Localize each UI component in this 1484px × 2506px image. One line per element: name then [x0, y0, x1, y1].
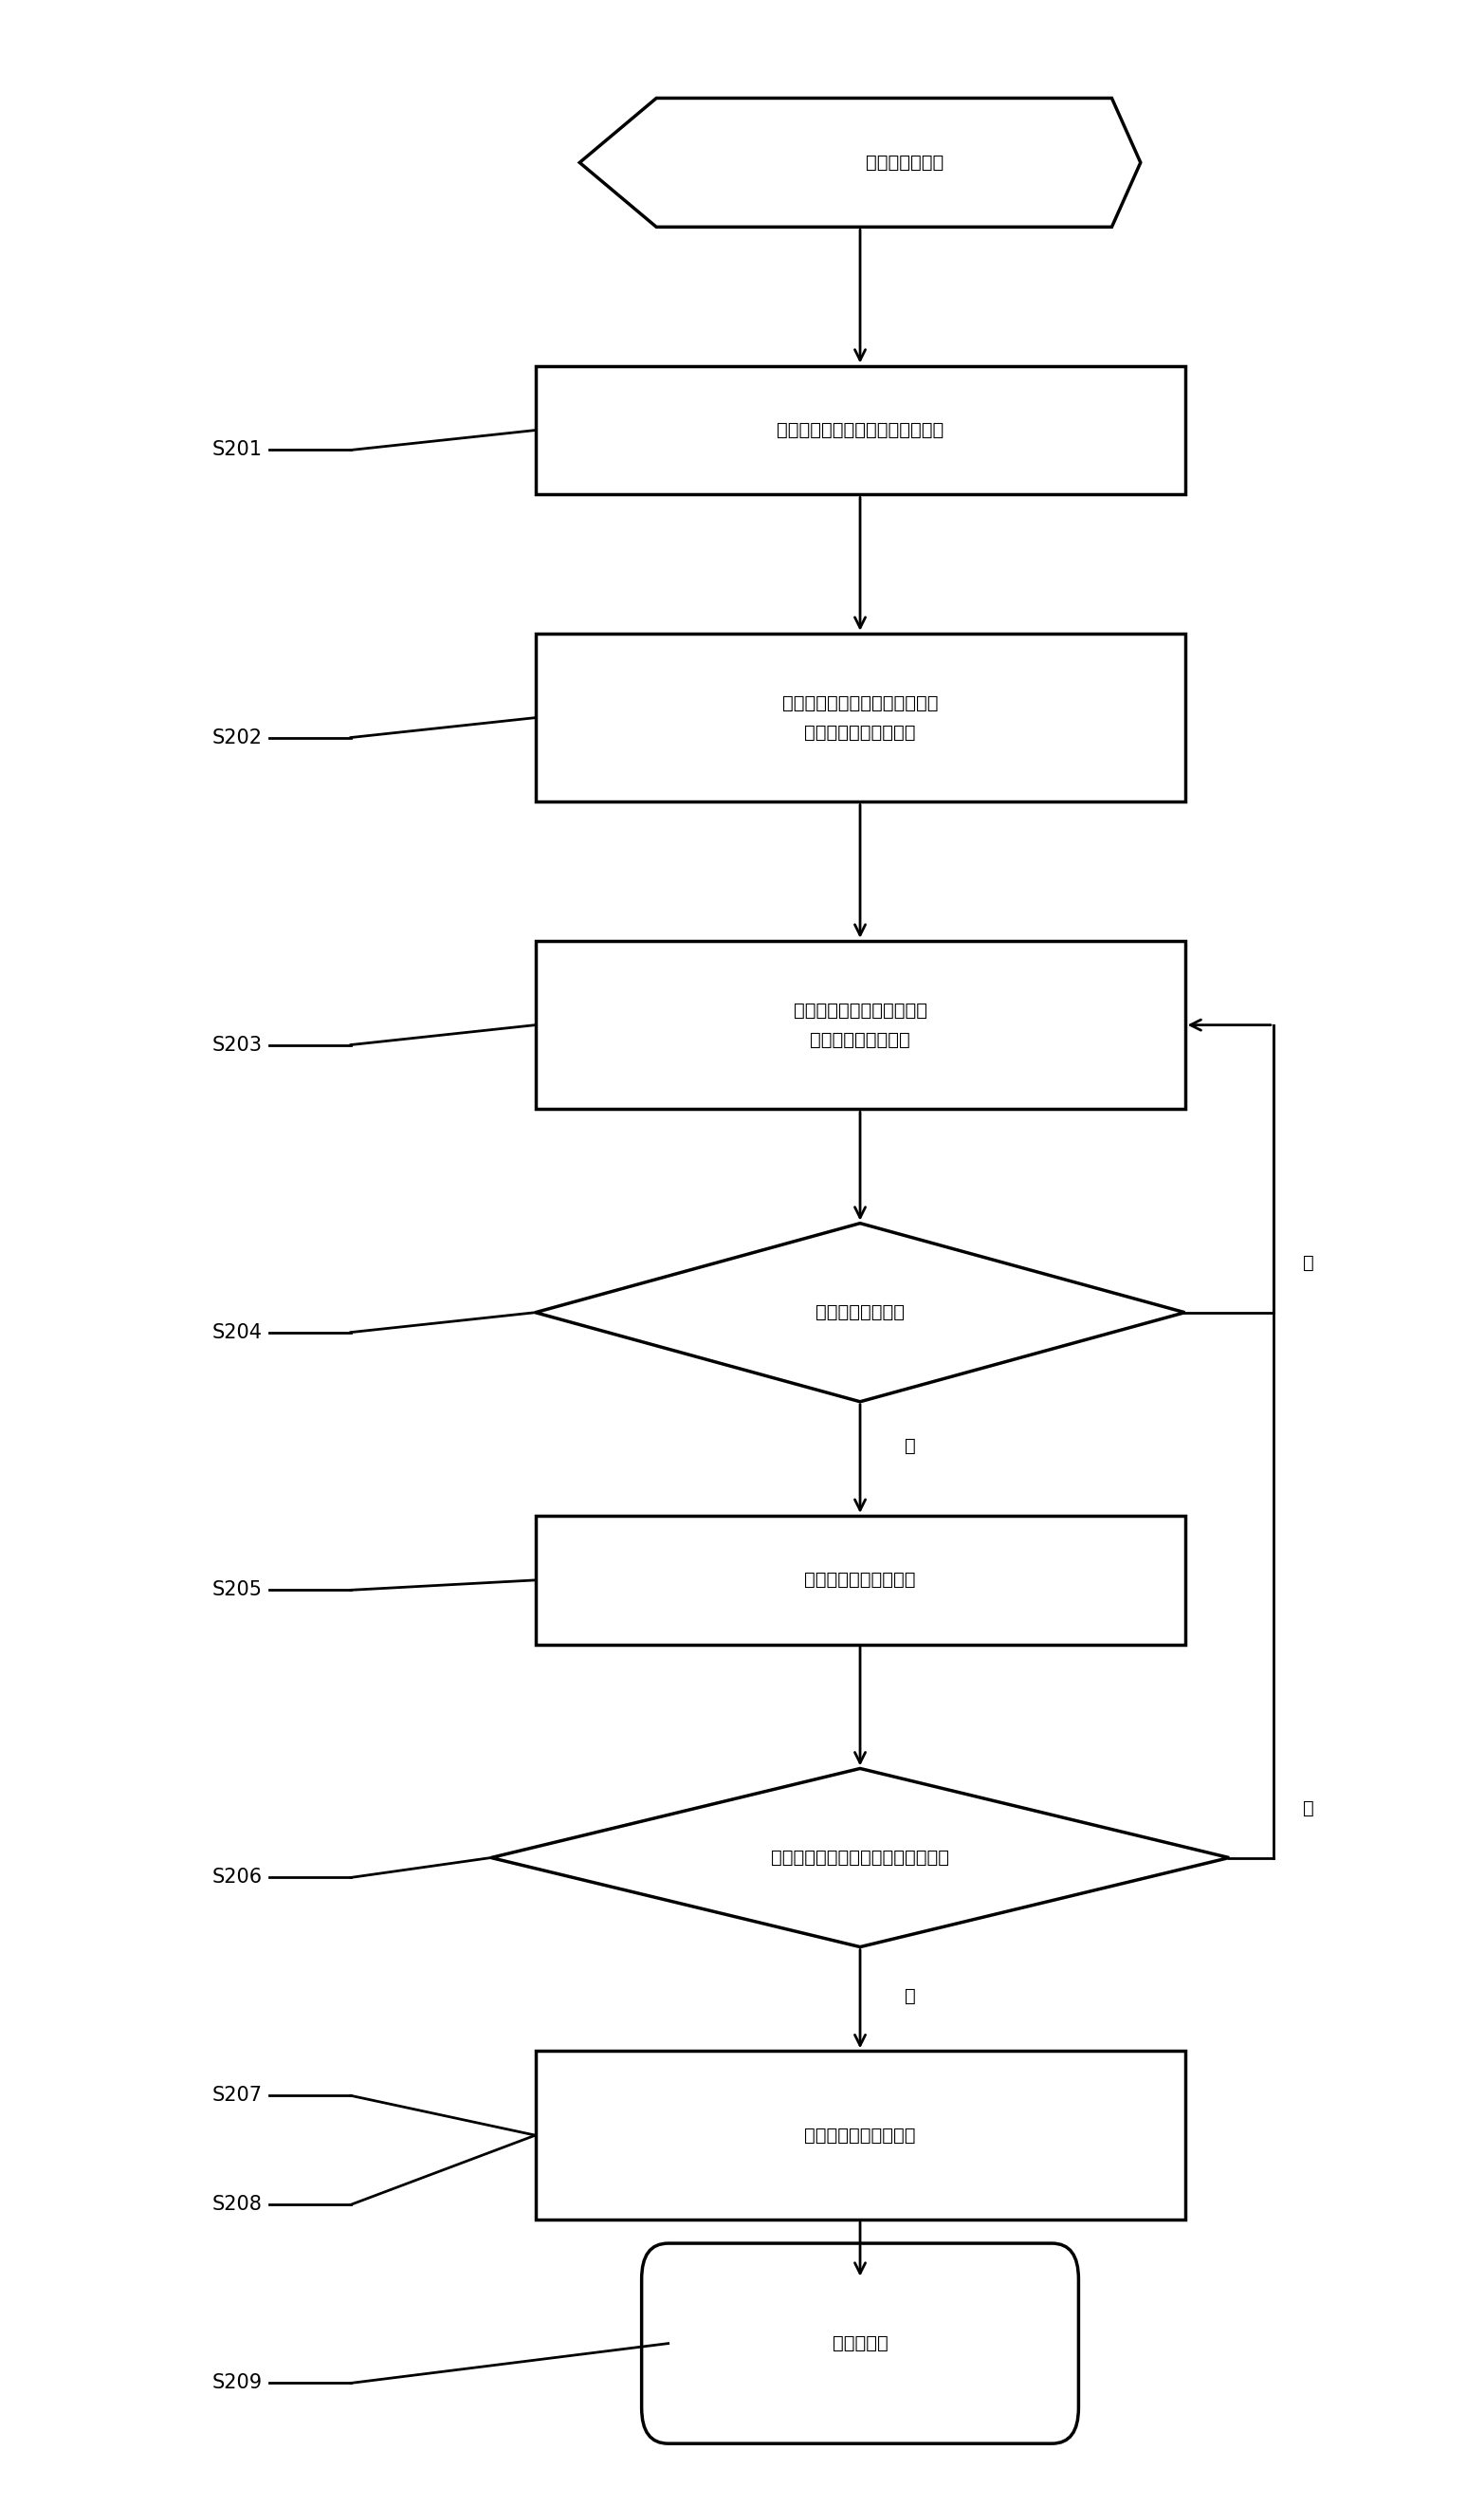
Text: S207: S207	[212, 2085, 263, 2105]
Text: 执行软件代码驱动闪存控制器，
从第一块数据开始读取: 执行软件代码驱动闪存控制器， 从第一块数据开始读取	[782, 694, 938, 742]
Text: 初始化结束: 初始化结束	[833, 2336, 887, 2353]
Text: 否: 否	[1303, 1799, 1313, 1817]
Bar	[536, 366, 1184, 494]
Text: 是: 是	[904, 1438, 916, 1456]
Text: 将此数据块存入内存中: 将此数据块存入内存中	[804, 2125, 916, 2145]
Text: 通过闪存控制器，逐块读取
闪存存储器上的代码: 通过闪存控制器，逐块读取 闪存存储器上的代码	[794, 1002, 928, 1048]
Text: 开机上电或复位: 开机上电或复位	[865, 153, 944, 170]
Text: S204: S204	[212, 1323, 263, 1341]
Text: S209: S209	[212, 2373, 263, 2393]
Bar	[536, 1516, 1184, 1644]
Bar	[536, 2050, 1184, 2220]
Text: S205: S205	[212, 1581, 263, 1599]
Bar	[536, 634, 1184, 802]
Polygon shape	[580, 98, 1141, 228]
Text: S206: S206	[212, 1867, 263, 1887]
Text: S208: S208	[212, 2195, 263, 2215]
Text: S201: S201	[212, 441, 263, 459]
Polygon shape	[536, 1223, 1184, 1401]
Text: S203: S203	[212, 1035, 263, 1055]
Text: S202: S202	[212, 729, 263, 747]
Text: 将此数据块存入内存中: 将此数据块存入内存中	[804, 1571, 916, 1589]
Text: 是: 是	[904, 1987, 916, 2005]
Text: 处理器从软件代码储存器读取代码: 处理器从软件代码储存器读取代码	[776, 421, 944, 439]
Text: 是否为描述数据块: 是否为描述数据块	[816, 1303, 905, 1321]
FancyBboxPatch shape	[641, 2243, 1079, 2443]
Polygon shape	[491, 1769, 1229, 1947]
Text: 否: 否	[1303, 1253, 1313, 1273]
Bar	[536, 940, 1184, 1110]
Text: 是否为闪存存储器上的最后一块数据: 是否为闪存存储器上的最后一块数据	[772, 1849, 950, 1867]
